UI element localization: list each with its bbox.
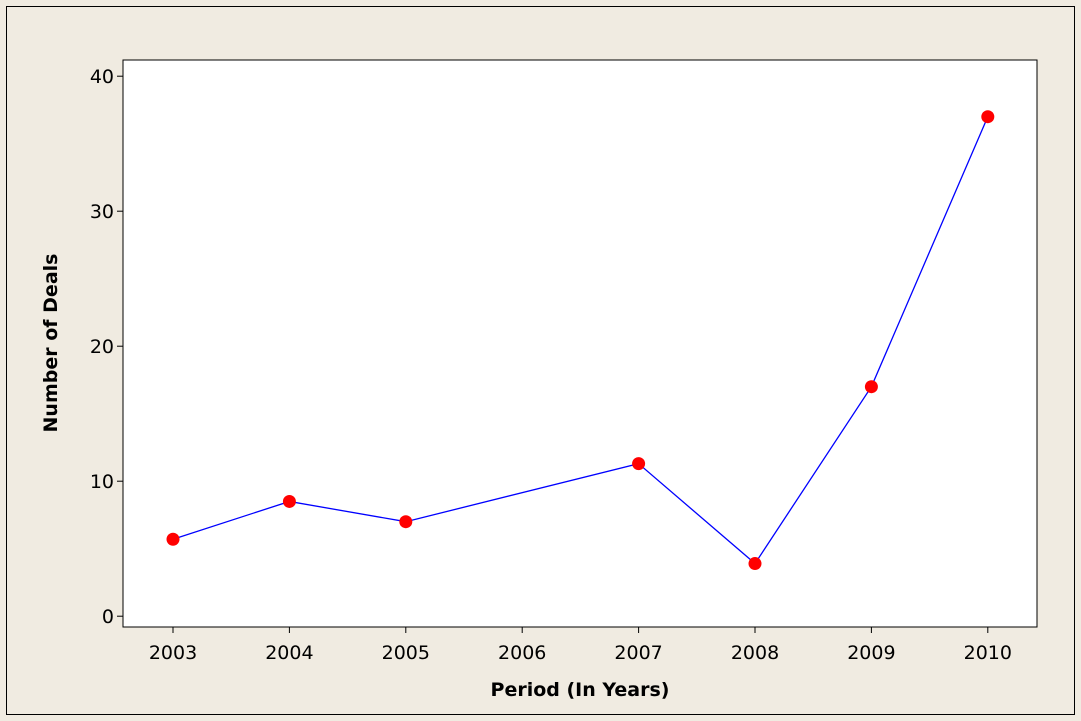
y-tick-label: 30 [90, 201, 114, 223]
x-axis-title: Period (In Years) [491, 679, 670, 701]
y-tick-label: 20 [90, 336, 114, 358]
x-tick-label: 2010 [964, 642, 1012, 664]
data-point [748, 557, 762, 571]
y-tick-label: 40 [90, 66, 114, 88]
x-tick-label: 2004 [265, 642, 313, 664]
x-tick-label: 2007 [614, 642, 662, 664]
x-tick-label: 2003 [149, 642, 197, 664]
x-axis: 2003 2004 2005 2006 2007 2008 2009 2010 [149, 627, 1012, 664]
y-tick-label: 10 [90, 471, 114, 493]
data-point [399, 515, 413, 529]
y-axis-title: Number of Deals [40, 254, 62, 433]
x-tick-label: 2008 [731, 642, 779, 664]
data-point [632, 457, 646, 471]
data-point [166, 532, 180, 546]
plot-area [122, 59, 1038, 628]
data-point [864, 380, 878, 394]
data-points [166, 110, 995, 571]
x-tick-label: 2005 [382, 642, 430, 664]
data-point [981, 110, 995, 124]
x-tick-label: 2006 [498, 642, 546, 664]
x-tick-label: 2009 [847, 642, 895, 664]
y-tick-label: 0 [102, 606, 114, 628]
data-point [282, 494, 296, 508]
y-axis: 0 10 20 30 40 [90, 66, 123, 628]
